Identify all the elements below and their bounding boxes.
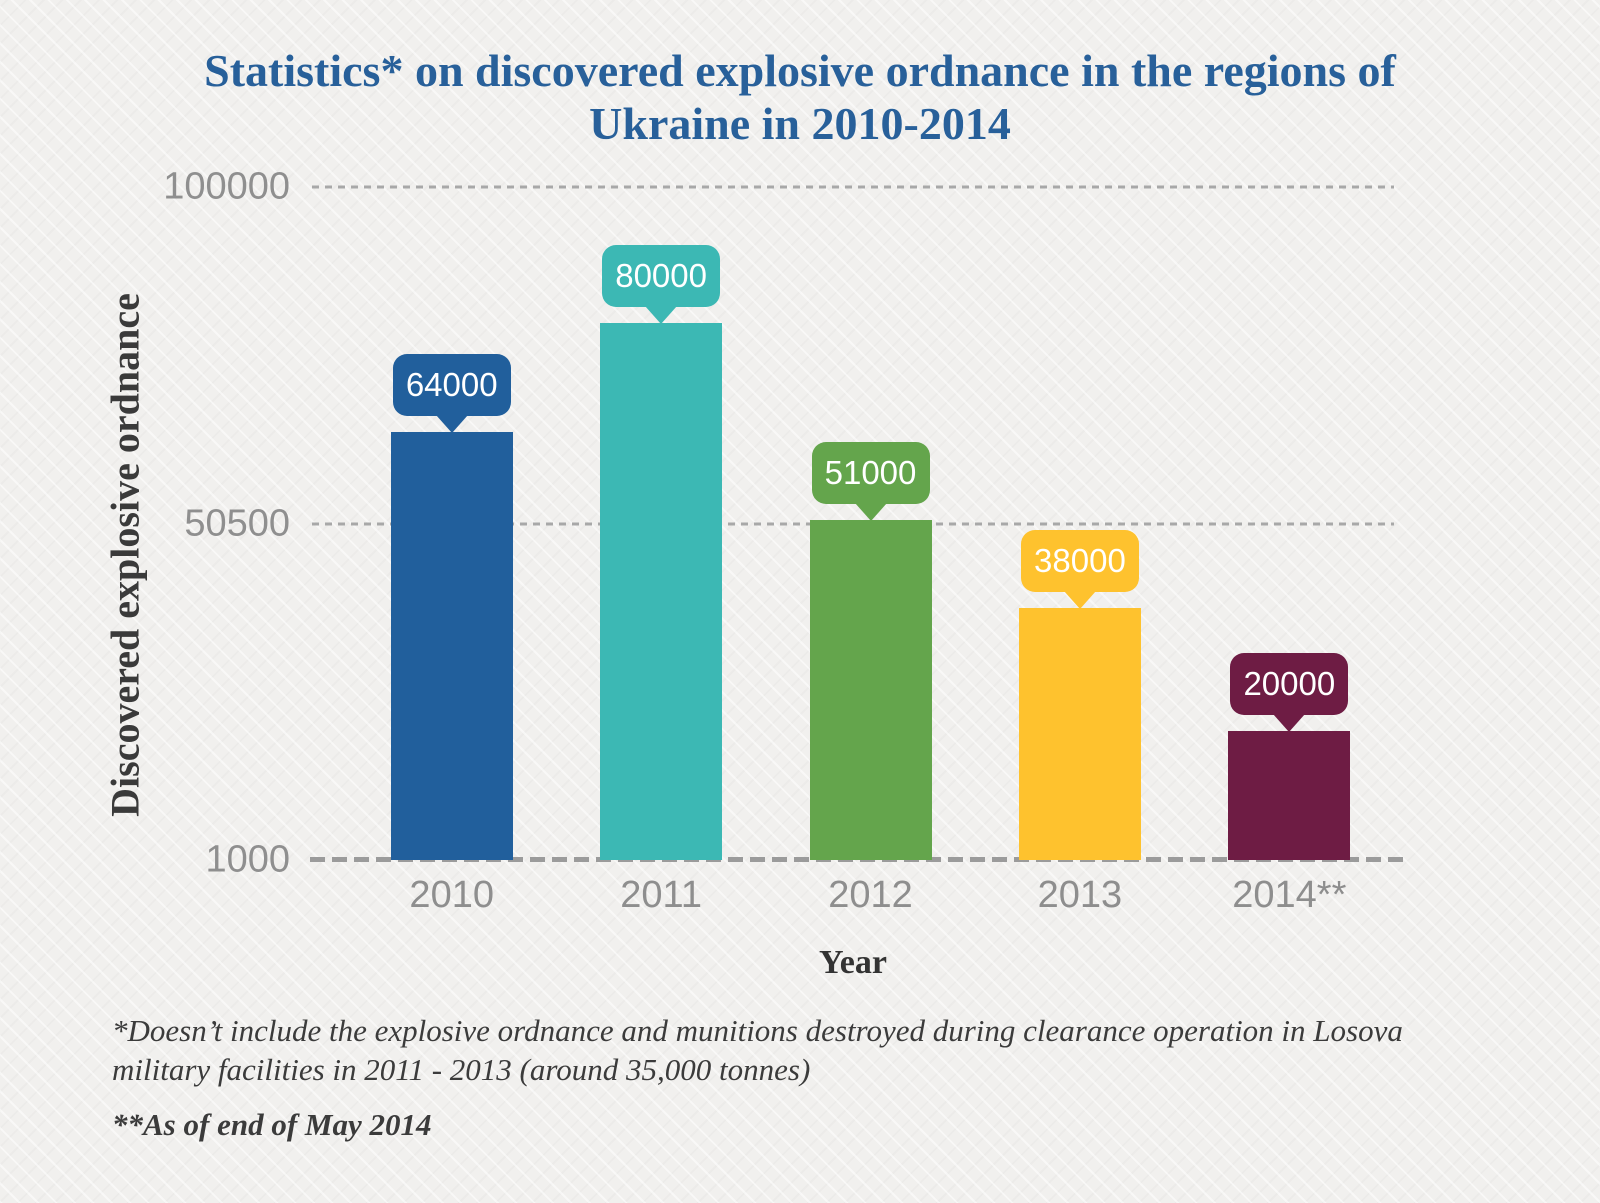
x-tick-label-2012: 2012 bbox=[828, 874, 913, 916]
data-label-bubble-2012: 51000 bbox=[811, 442, 930, 521]
bar-slot-2013: 38000 2013 bbox=[975, 187, 1184, 916]
data-label-bubble-2013: 38000 bbox=[1020, 530, 1139, 609]
bar-slot-2010: 64000 2010 bbox=[347, 187, 556, 916]
plot-area: 64000 2010 80000 2011 51000 2012 38000 2013 2000… bbox=[163, 166, 1408, 916]
bar-2012 bbox=[809, 520, 932, 860]
y-tick-label-50500: 50500 bbox=[184, 502, 290, 544]
x-tick-label-2013: 2013 bbox=[1037, 874, 1123, 916]
bar-2013 bbox=[1018, 608, 1141, 860]
chart-title-line1: Statistics* on discovered explosive ordn… bbox=[204, 45, 1396, 96]
data-label-bubble-2014: 20000 bbox=[1230, 653, 1349, 732]
data-label-bubble-2010: 64000 bbox=[392, 354, 511, 433]
footnote-double-asterisk: **As of end of May 2014 bbox=[112, 1107, 432, 1142]
gridline-100000 bbox=[312, 185, 1394, 189]
bubble-tail-2010 bbox=[435, 415, 468, 433]
x-tick-label-2014: 2014** bbox=[1232, 874, 1347, 916]
chart-title-line2: Ukraine in 2010-2014 bbox=[589, 98, 1011, 150]
x-tick-label-2010: 2010 bbox=[409, 874, 494, 916]
bubble-tail-2014 bbox=[1273, 714, 1306, 732]
y-tick-label-100000: 100000 bbox=[163, 165, 290, 208]
y-axis-title: Discovered explosive ordnance bbox=[102, 293, 148, 817]
bubble-tail-2012 bbox=[854, 503, 887, 521]
x-tick-label-2011: 2011 bbox=[620, 874, 702, 916]
bar-2010 bbox=[390, 432, 513, 860]
chart-title: Statistics* on discovered explosive ordn… bbox=[0, 44, 1600, 151]
bar-series: 64000 2010 80000 2011 51000 2012 38000 2013 2000… bbox=[347, 187, 1394, 916]
bubble-tail-2013 bbox=[1063, 591, 1096, 609]
bar-2014 bbox=[1228, 731, 1351, 860]
bar-slot-2011: 80000 2011 bbox=[556, 187, 765, 916]
footnote-asterisk: *Doesn’t include the explosive ordnance … bbox=[112, 1013, 1403, 1087]
data-label-bubble-2011: 80000 bbox=[602, 245, 721, 324]
y-tick-label-1000: 1000 bbox=[205, 838, 290, 881]
x-axis-title: Year bbox=[819, 944, 887, 981]
bubble-tail-2011 bbox=[645, 306, 678, 324]
bar-slot-2012: 51000 2012 bbox=[766, 187, 975, 916]
bar-2011 bbox=[600, 323, 723, 860]
bar-slot-2014: 20000 2014** bbox=[1185, 187, 1394, 916]
